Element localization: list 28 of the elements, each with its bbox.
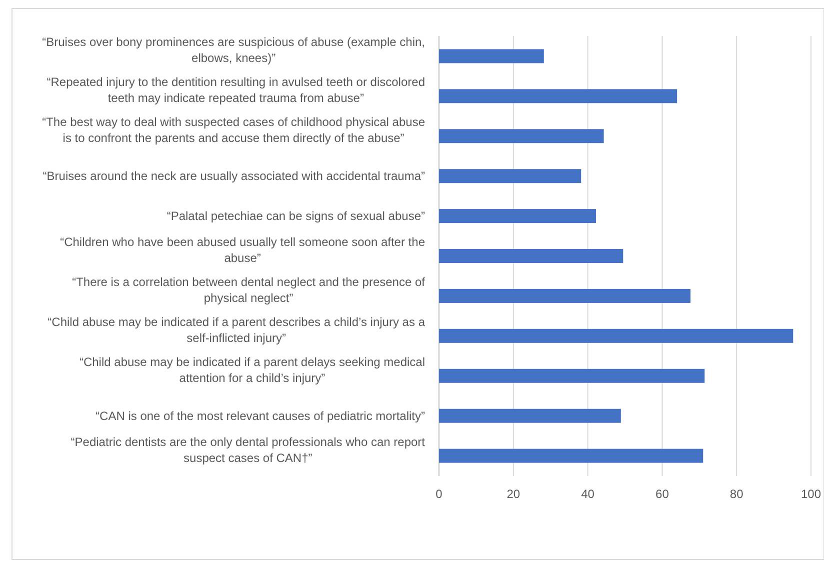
bar [439,89,678,104]
y-tick-label: “Repeated injury to the dentition resulting in avulsed teeth or discolored teeth may indicate repeated trauma from abuse” [46,75,426,106]
y-tick-label: “Bruises around the neck are usually associated with accidental trauma” [42,169,426,184]
bar [439,169,582,184]
y-tick-label: “Child abuse may be indicated if a parent describes a child’s injury as a self-inflicted injury” [48,314,426,345]
bar [439,408,621,423]
bar [439,448,704,463]
y-tick-label: “Child abuse may be indicated if a parent delays seeking medical attention for a child’s injury” [79,354,425,385]
bar [439,249,624,263]
x-tick-label: 80 [730,487,744,501]
y-tick-label: “There is a correlation between dental neglect and the presence of physical neglect” [72,274,426,305]
y-tick-label: “Palatal petechiae can be signs of sexual abuse” [166,209,426,224]
y-tick-label: “Pediatric dentists are the only dental professionals who can report suspect cases of CAN†” [70,434,426,465]
x-tick-label: 40 [581,487,595,501]
bar [439,129,604,144]
bar [439,288,690,303]
bar [439,328,794,343]
bar [439,49,544,64]
x-tick-label: 20 [506,487,520,501]
x-tick-label: 0 [436,487,443,501]
y-tick-label: “Bruises over bony prominences are suspicious of abuse (example chin, elbows, knees)” [42,35,425,66]
y-tick-label: “Children who have been abused usually tell someone soon after the abuse” [60,235,426,265]
y-tick-label: “The best way to deal with suspected cases of childhood physical abuse is to confront the parents and accuse them directly of the abuse” [42,115,426,146]
bar [439,209,596,224]
y-tick-label: “CAN is one of the most relevant causes of pediatric mortality” [96,408,426,423]
x-tick-label: 100 [800,487,822,501]
bar [439,368,705,383]
x-tick-label: 60 [656,487,670,501]
